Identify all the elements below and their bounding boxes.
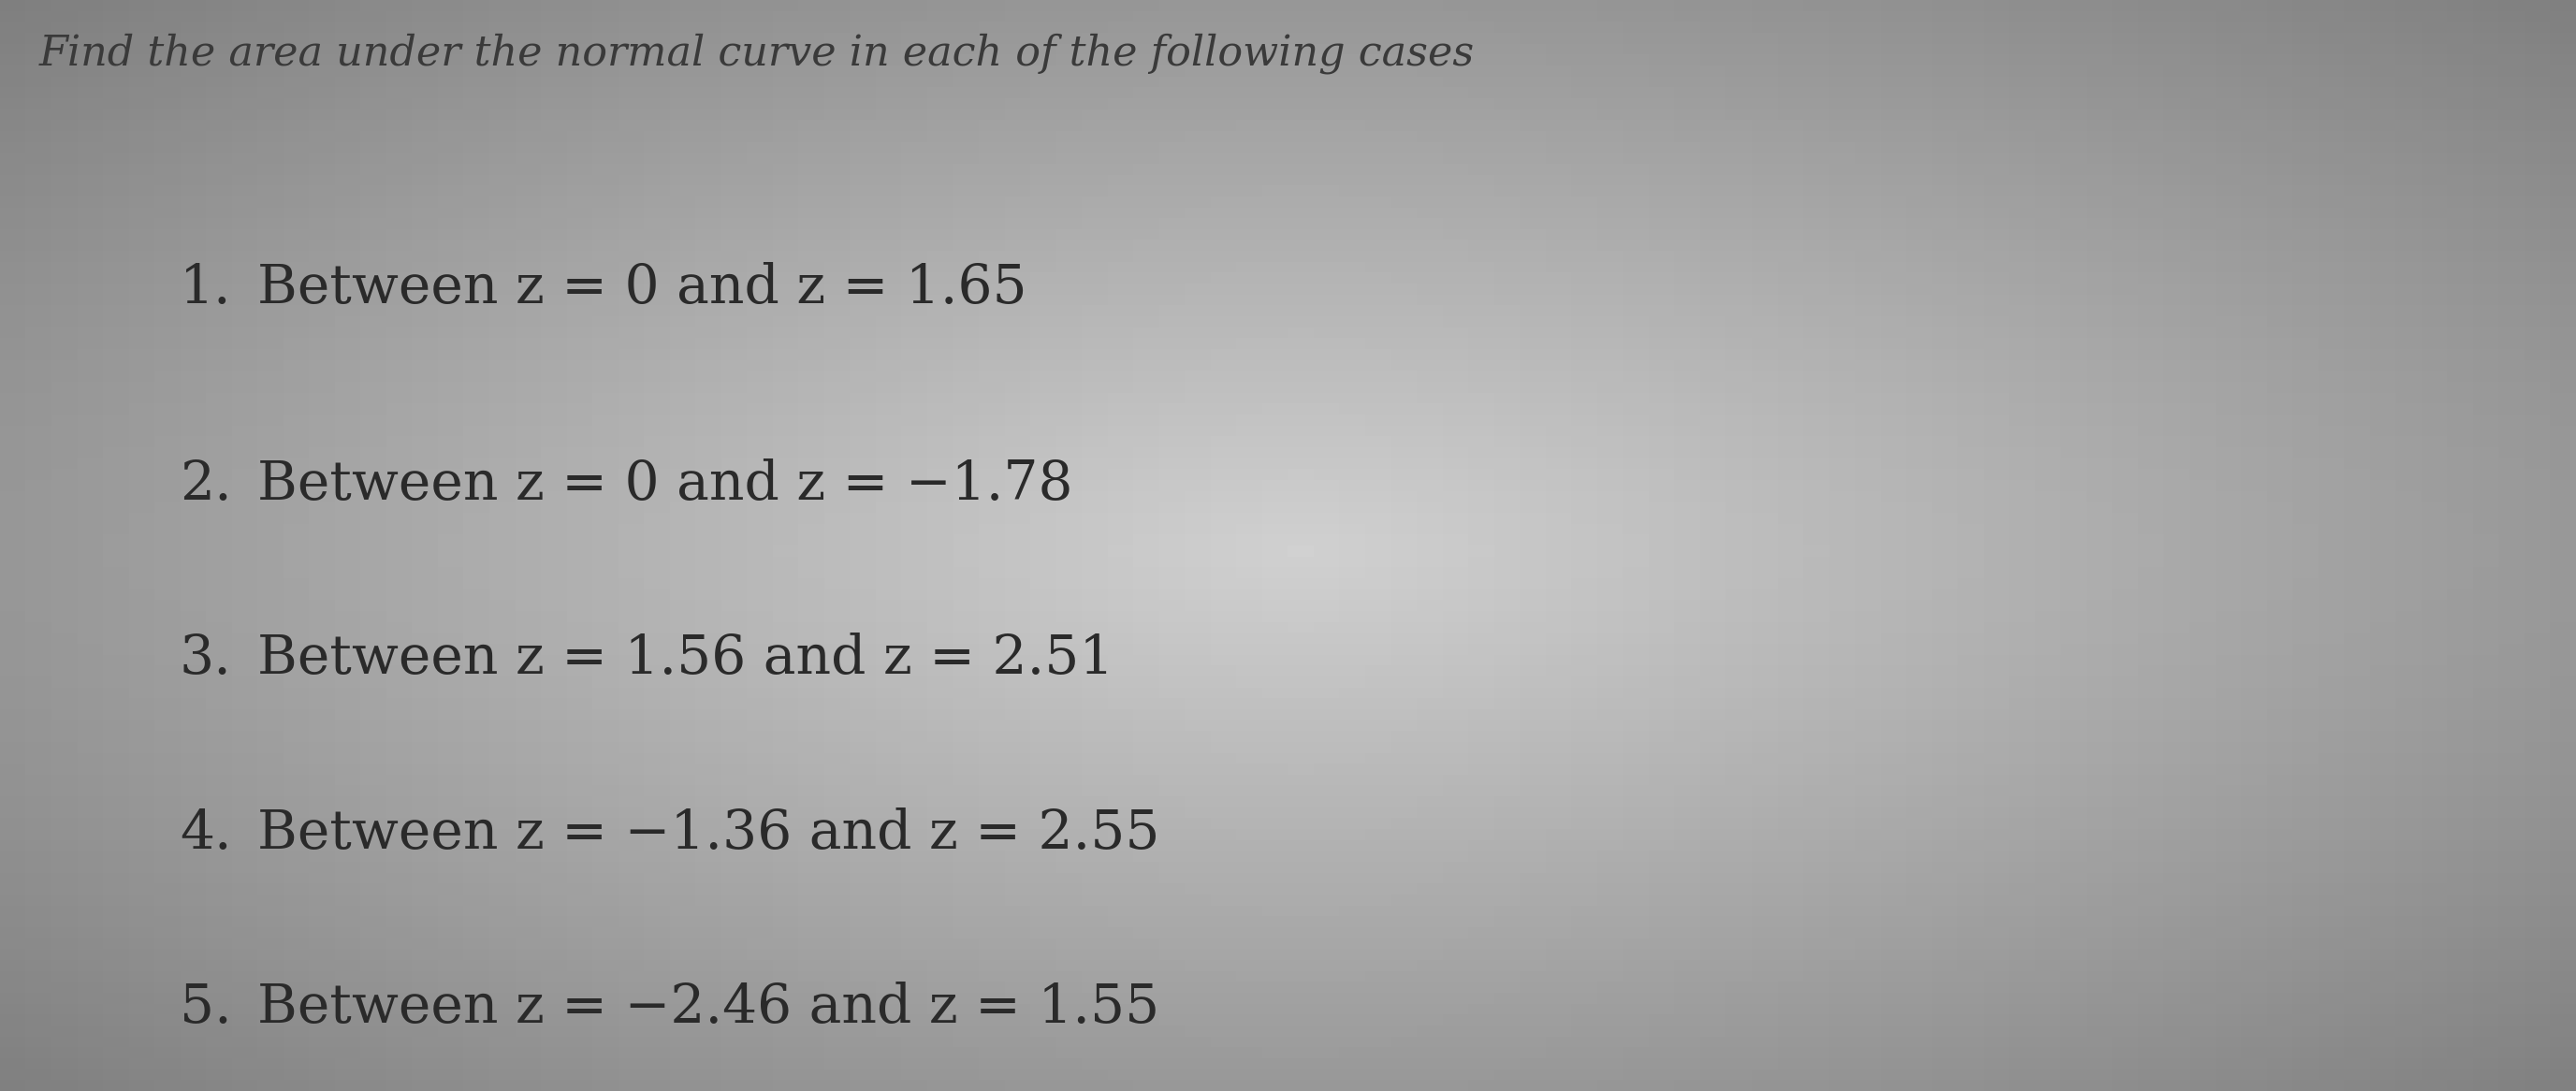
Text: 5.: 5. (180, 982, 232, 1034)
Text: Between z = −1.36 and z = 2.55: Between z = −1.36 and z = 2.55 (258, 807, 1159, 860)
Text: Between z = −2.46 and z = 1.55: Between z = −2.46 and z = 1.55 (258, 982, 1159, 1034)
Text: Between z = 0 and z = −1.78: Between z = 0 and z = −1.78 (258, 458, 1074, 511)
Text: Between z = 0 and z = 1.65: Between z = 0 and z = 1.65 (258, 262, 1028, 314)
Text: 4.: 4. (180, 807, 232, 860)
Text: 2.: 2. (180, 458, 232, 511)
Text: Between z = 1.56 and z = 2.51: Between z = 1.56 and z = 2.51 (258, 633, 1115, 685)
Text: Find the area under the normal curve in each of the following cases: Find the area under the normal curve in … (39, 33, 1473, 73)
Text: 1.: 1. (180, 262, 232, 314)
Text: 3.: 3. (180, 633, 232, 685)
